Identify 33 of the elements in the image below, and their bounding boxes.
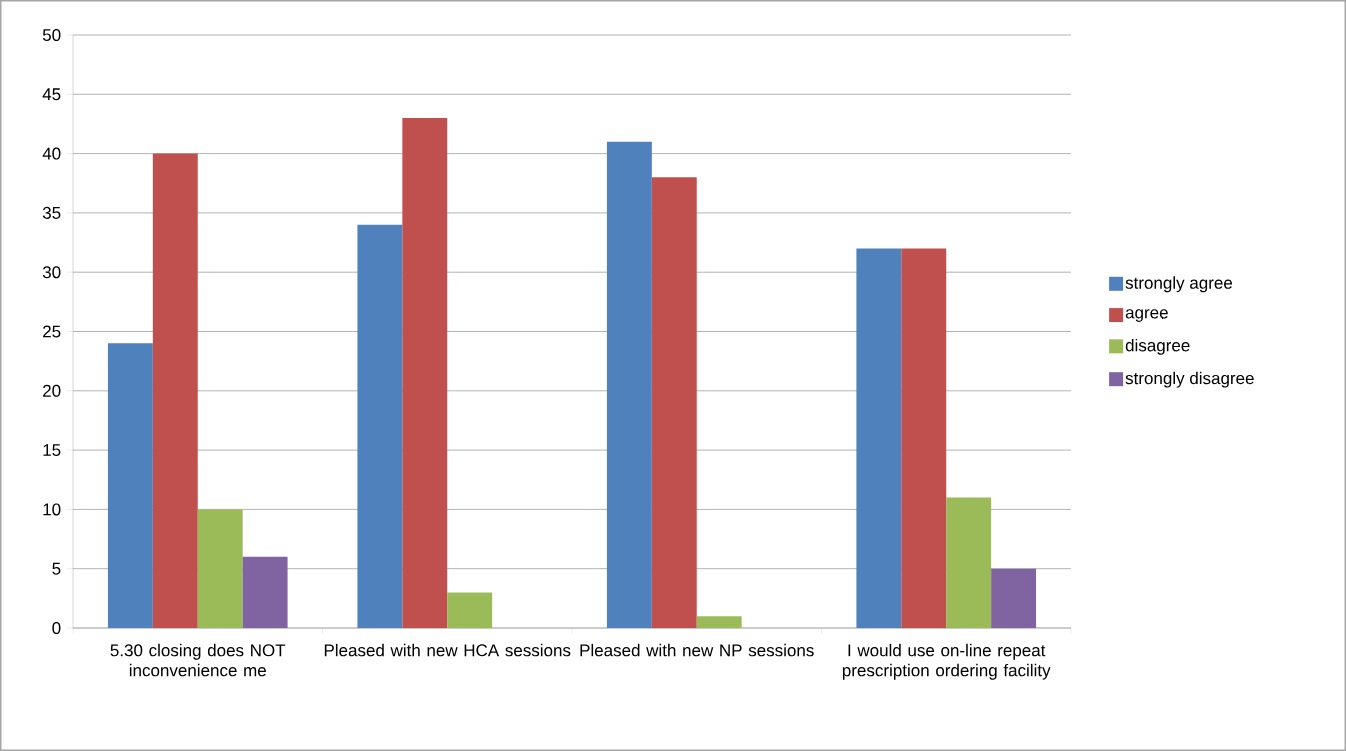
y-tick-label: 15: [43, 444, 61, 457]
bar: [447, 592, 493, 628]
legend-label: disagree: [1125, 338, 1190, 355]
y-tick-label: 35: [42, 206, 61, 219]
y-tick-label: 40: [42, 147, 61, 160]
y-tick-label: 10: [43, 503, 61, 516]
y-tick-label: 5: [52, 562, 61, 575]
bar: [152, 153, 198, 628]
bar: [991, 568, 1037, 628]
x-tick-label: Pleased with new NP sessions: [580, 643, 814, 657]
bar: [357, 224, 403, 628]
x-tick-label: I would use on-line repeat prescription ordering facility: [842, 643, 1051, 680]
bar: [107, 343, 153, 628]
y-tick-label: 25: [43, 325, 61, 338]
legend-label: agree: [1125, 309, 1168, 322]
bar: [606, 141, 652, 628]
y-tick-label: 45: [42, 88, 61, 101]
bar: [197, 509, 243, 628]
bar: [242, 556, 288, 628]
bar: [856, 248, 902, 628]
bar: [946, 497, 992, 628]
x-tick-label: Pleased with new HCA sessions: [324, 643, 571, 657]
y-tick-label: 20: [43, 384, 61, 397]
x-tick-label: 5.30 closing does NOT inconvenience me: [110, 643, 286, 677]
bar: [402, 118, 448, 628]
legend-label: strongly agree: [1125, 276, 1233, 293]
legend-label: strongly disagree: [1125, 371, 1254, 388]
bar: [696, 616, 742, 628]
bar: [651, 177, 697, 628]
y-tick-label: 0: [52, 621, 61, 635]
y-tick-label: 50: [42, 28, 61, 42]
bar: [901, 248, 947, 628]
y-tick-label: 30: [42, 266, 61, 279]
